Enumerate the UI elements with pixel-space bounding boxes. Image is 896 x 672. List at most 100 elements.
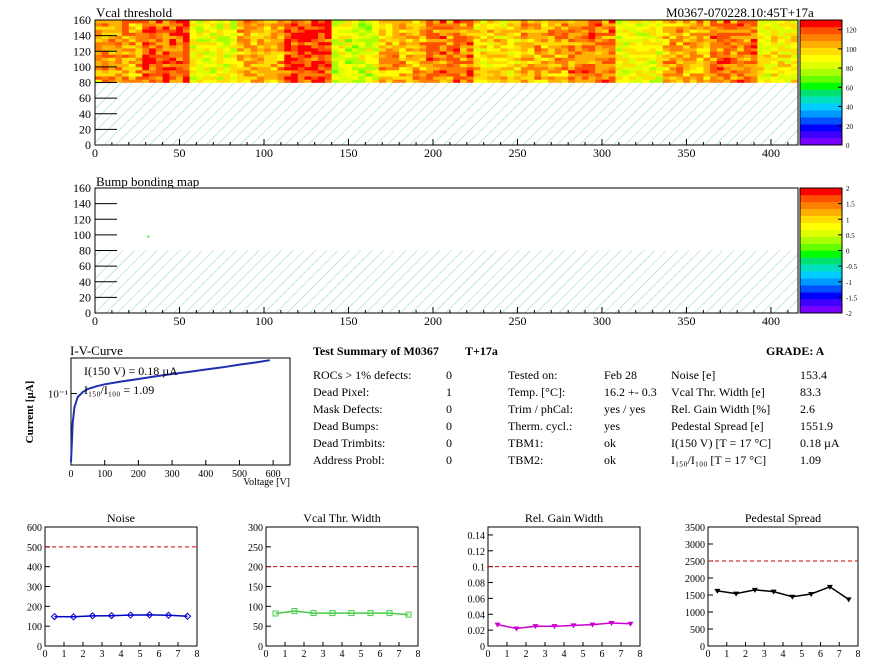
heatmap-cell xyxy=(304,73,312,77)
heatmap-cell xyxy=(223,32,231,36)
heatmap-cell xyxy=(561,70,569,74)
heatmap-cell xyxy=(378,45,386,49)
heatmap-cell xyxy=(480,51,488,55)
heatmap-cell xyxy=(595,35,603,39)
heatmap-cell xyxy=(412,35,420,39)
heatmap-cell xyxy=(405,63,413,68)
heatmap-cell xyxy=(223,45,231,49)
heatmap-cell xyxy=(439,76,447,80)
heatmap-cell xyxy=(439,51,447,55)
heatmap-cell xyxy=(534,70,542,74)
heatmap-cell xyxy=(649,63,657,68)
heatmap-cell xyxy=(460,20,468,24)
heatmap-cell xyxy=(250,70,258,74)
heatmap-cell xyxy=(568,57,576,61)
heatmap-cell xyxy=(203,63,211,68)
heatmap-cell xyxy=(95,76,103,80)
heatmap-cell xyxy=(304,76,312,80)
heatmap-cell xyxy=(223,29,231,33)
heatmap-cell xyxy=(412,45,420,49)
heatmap-cell xyxy=(723,48,731,52)
heatmap-cell xyxy=(439,73,447,77)
heatmap-cell xyxy=(446,60,454,64)
heatmap-cell xyxy=(385,51,393,55)
heatmap-cell xyxy=(169,63,177,68)
heatmap-cell xyxy=(223,63,231,68)
heatmap-cell xyxy=(460,45,468,49)
heatmap-cell xyxy=(277,73,285,77)
heatmap-cell xyxy=(419,23,427,27)
heatmap-cell xyxy=(291,63,299,68)
heatmap-cell xyxy=(108,29,116,33)
heatmap-cell xyxy=(656,54,664,58)
heatmap-cell xyxy=(662,35,670,39)
heatmap-cell xyxy=(473,23,481,27)
heatmap-cell xyxy=(635,70,643,74)
heatmap-cell xyxy=(264,29,272,33)
heatmap-cell xyxy=(683,70,691,74)
heatmap-cell xyxy=(324,66,332,71)
heatmap-cell xyxy=(135,66,143,71)
heatmap-cell xyxy=(372,60,380,64)
heatmap-cell xyxy=(270,60,278,64)
y-tick-label: 160 xyxy=(73,13,91,27)
heatmap-cell xyxy=(710,45,718,49)
heatmap-cell xyxy=(405,26,413,30)
heatmap-cell xyxy=(750,70,758,74)
color-scale-label: 20 xyxy=(846,123,854,131)
heatmap-cell xyxy=(372,26,380,30)
heatmap-cell xyxy=(270,76,278,80)
plot-title: Vcal Thr. Width xyxy=(303,511,380,525)
heatmap-cell xyxy=(683,79,691,83)
heatmap-cell xyxy=(439,79,447,83)
heatmap-cell xyxy=(162,76,170,80)
heatmap-cell xyxy=(493,20,501,24)
heatmap-cell xyxy=(487,26,495,30)
heatmap-cell xyxy=(676,41,684,46)
heatmap-cell xyxy=(149,73,157,77)
heatmap-cell xyxy=(412,38,420,43)
heatmap-cell xyxy=(676,32,684,36)
heatmap-cell xyxy=(743,29,751,33)
summary-label: Noise [e] xyxy=(671,368,716,382)
heatmap-cell xyxy=(500,63,508,68)
heatmap-cell xyxy=(750,66,758,71)
heatmap-cell xyxy=(615,63,623,68)
heatmap-cell xyxy=(622,76,630,80)
heatmap-cell xyxy=(149,76,157,80)
heatmap-cell xyxy=(149,45,157,49)
heatmap-cell xyxy=(487,60,495,64)
heatmap-cell xyxy=(466,70,474,74)
heatmap-cell xyxy=(108,79,116,83)
heatmap-cell xyxy=(351,60,359,64)
heatmap-cell xyxy=(250,57,258,61)
bump-map-title: Bump bonding map xyxy=(96,174,199,189)
heatmap-cell xyxy=(689,20,697,24)
heatmap-cell xyxy=(520,76,528,80)
heatmap-cell xyxy=(716,41,724,46)
heatmap-cell xyxy=(635,26,643,30)
heatmap-cell xyxy=(270,35,278,39)
heatmap-cell xyxy=(108,38,116,43)
x-tick-label: 1 xyxy=(62,649,67,660)
heatmap-cell xyxy=(189,79,197,83)
heatmap-cell xyxy=(385,70,393,74)
heatmap-cell xyxy=(642,63,650,68)
heatmap-cell xyxy=(656,32,664,36)
heatmap-cell xyxy=(730,48,738,52)
heatmap-cell xyxy=(277,26,285,30)
y-tick-label: 80 xyxy=(79,76,91,90)
heatmap-cell xyxy=(757,76,765,80)
heatmap-cell xyxy=(169,41,177,46)
heatmap-cell xyxy=(743,38,751,43)
heatmap-cell xyxy=(507,60,515,64)
heatmap-cell xyxy=(230,38,238,43)
heatmap-cell xyxy=(615,41,623,46)
heatmap-cell xyxy=(791,73,799,77)
heatmap-cell xyxy=(520,48,528,52)
heatmap-cell xyxy=(149,79,157,83)
heatmap-cell xyxy=(291,60,299,64)
heatmap-cell xyxy=(270,54,278,58)
heatmap-cell xyxy=(365,29,373,33)
heatmap-cell xyxy=(500,73,508,77)
